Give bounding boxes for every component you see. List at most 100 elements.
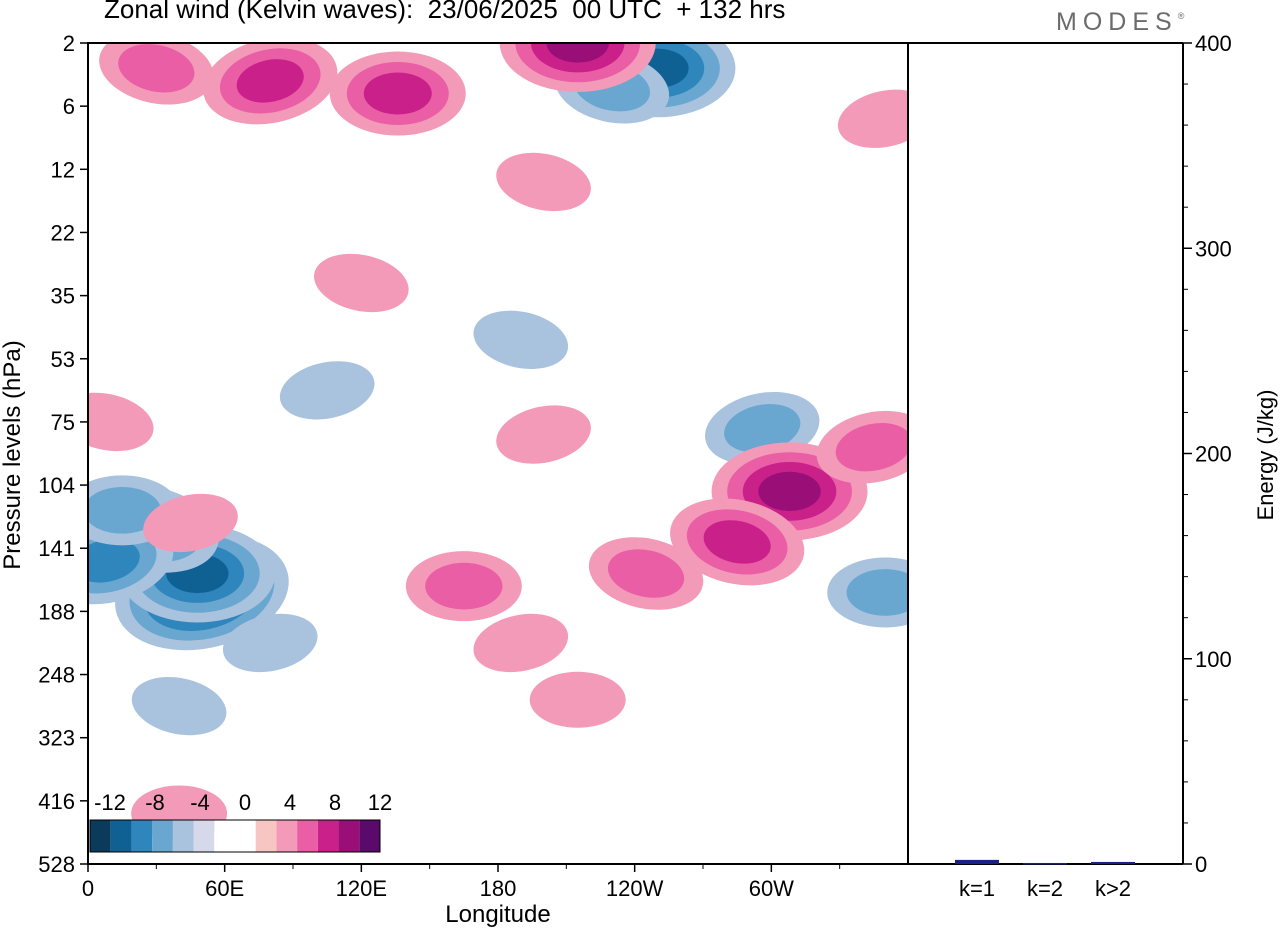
- x-axis-label: Longitude: [445, 901, 550, 928]
- heatmap-feature: [496, 152, 591, 212]
- contour-band: [337, 268, 385, 298]
- colorbar-label: -4: [190, 790, 210, 815]
- x-tick-label: 60E: [205, 876, 244, 901]
- y-tick-label: 22: [51, 220, 75, 245]
- heatmap-feature: [499, 43, 656, 92]
- colorbar-frame: [89, 819, 381, 853]
- heatmap-feature: [670, 498, 805, 586]
- contour-band: [743, 416, 782, 441]
- heatmap-feature: [496, 405, 591, 464]
- energy-axis: 0 100 200 300 400: [1183, 31, 1232, 877]
- contour-band: [166, 508, 215, 538]
- bar-category-label: k=1: [959, 876, 995, 901]
- colorbar-swatch: [152, 820, 173, 852]
- contour-band: [865, 580, 905, 605]
- y-tick-label: 2: [63, 31, 75, 56]
- x-tick-label: 60W: [749, 876, 794, 901]
- contour-band: [519, 419, 568, 450]
- contour-band: [444, 574, 484, 598]
- colorbar-swatch: [90, 820, 111, 852]
- energy-axis-label: Energy (J/kg): [1253, 390, 1278, 521]
- energy-tick-label: 100: [1195, 647, 1232, 672]
- contour-band: [137, 56, 176, 81]
- bar-category-label: k>2: [1095, 876, 1131, 901]
- y-tick-label: 416: [38, 789, 75, 814]
- colorbar-swatch: [338, 820, 360, 852]
- registered-mark: ®: [1177, 11, 1185, 21]
- colorbar-label: 12: [368, 790, 392, 815]
- energy-tick-label: 300: [1195, 236, 1232, 261]
- contour-band: [626, 561, 666, 586]
- contour-band: [88, 407, 130, 437]
- contour-band: [720, 531, 754, 553]
- y-tick-label: 104: [38, 473, 75, 498]
- colorbar-swatch: [276, 820, 298, 852]
- colorbar-label: 4: [284, 790, 296, 815]
- y-tick-label: 188: [38, 599, 75, 624]
- x-tick-label: 180: [480, 876, 517, 901]
- contour-band: [102, 498, 142, 523]
- heatmap-feature: [588, 537, 704, 610]
- plot-frames: [87, 42, 1184, 865]
- colorbar-swatch: [110, 820, 132, 852]
- contour-band: [246, 628, 294, 658]
- colorbar-swatch: [172, 820, 194, 852]
- heatmap-feature: [473, 613, 569, 673]
- y-tick-label: 6: [63, 94, 75, 119]
- y-tick-label: 528: [38, 852, 75, 877]
- contour-band: [861, 104, 908, 134]
- heatmap-feature: [222, 613, 318, 673]
- heatmap-feature: [827, 557, 908, 628]
- y-tick-label: 35: [51, 284, 75, 309]
- contour-band: [497, 628, 545, 658]
- contour-band: [155, 691, 203, 721]
- brand-name: MODES: [1056, 8, 1178, 36]
- y-tick-label: 12: [51, 157, 75, 182]
- colorbar-label: 8: [329, 790, 341, 815]
- energy-bar: [955, 859, 999, 864]
- contour-band: [854, 435, 893, 460]
- contour-band: [303, 375, 351, 405]
- heatmap-feature: [88, 392, 154, 452]
- x-tick-label: 120E: [336, 876, 387, 901]
- energy-tick-label: 0: [1195, 852, 1207, 877]
- brand-logo: MODES®: [1056, 8, 1184, 37]
- x-tick-label: 120W: [606, 876, 664, 901]
- energy-tick-label: 400: [1195, 31, 1232, 56]
- heatmap-feature: [314, 253, 409, 313]
- contour-band: [553, 685, 602, 714]
- y-axis-label: Pressure levels (hPa): [0, 340, 26, 569]
- contour-band: [497, 325, 545, 355]
- colorbar-label: 0: [239, 790, 251, 815]
- colorbar-swatch: [193, 820, 215, 852]
- heatmap-feature: [203, 43, 338, 125]
- colorbar: -12 -8 -4 0 4 8 12: [89, 790, 392, 853]
- y-axis: 2 6 12 22 35 53 75 104 141 188 248 323 416 528: [38, 31, 88, 877]
- energy-tick-label: 200: [1195, 442, 1232, 467]
- colorbar-swatch: [255, 820, 277, 852]
- heatmap-field: [88, 43, 908, 842]
- energy-bar-chart: k=1 k=2 k>2: [955, 859, 1135, 901]
- heatmap-feature: [473, 310, 569, 369]
- colorbar-swatch: [317, 820, 339, 852]
- heatmap-feature: [405, 551, 522, 622]
- heatmap-feature: [837, 89, 908, 148]
- energy-bar: [1023, 862, 1067, 865]
- contour-band: [519, 167, 568, 197]
- contour-band: [562, 43, 594, 53]
- colorbar-swatch: [235, 820, 256, 852]
- colorbar-swatch: [214, 820, 235, 852]
- colorbar-swatch: [131, 820, 153, 852]
- colorbar-swatch: [359, 820, 380, 852]
- heatmap-feature: [329, 51, 466, 136]
- y-tick-label: 248: [38, 663, 75, 688]
- colorbar-label: -12: [94, 790, 126, 815]
- contour-band: [773, 481, 806, 502]
- heatmap-feature: [143, 493, 238, 553]
- heatmap-feature: [529, 671, 626, 728]
- contour-band: [380, 83, 415, 105]
- x-axis: 0 60E 120E 180 120W 60W: [82, 864, 841, 901]
- bar-category-label: k=2: [1027, 876, 1063, 901]
